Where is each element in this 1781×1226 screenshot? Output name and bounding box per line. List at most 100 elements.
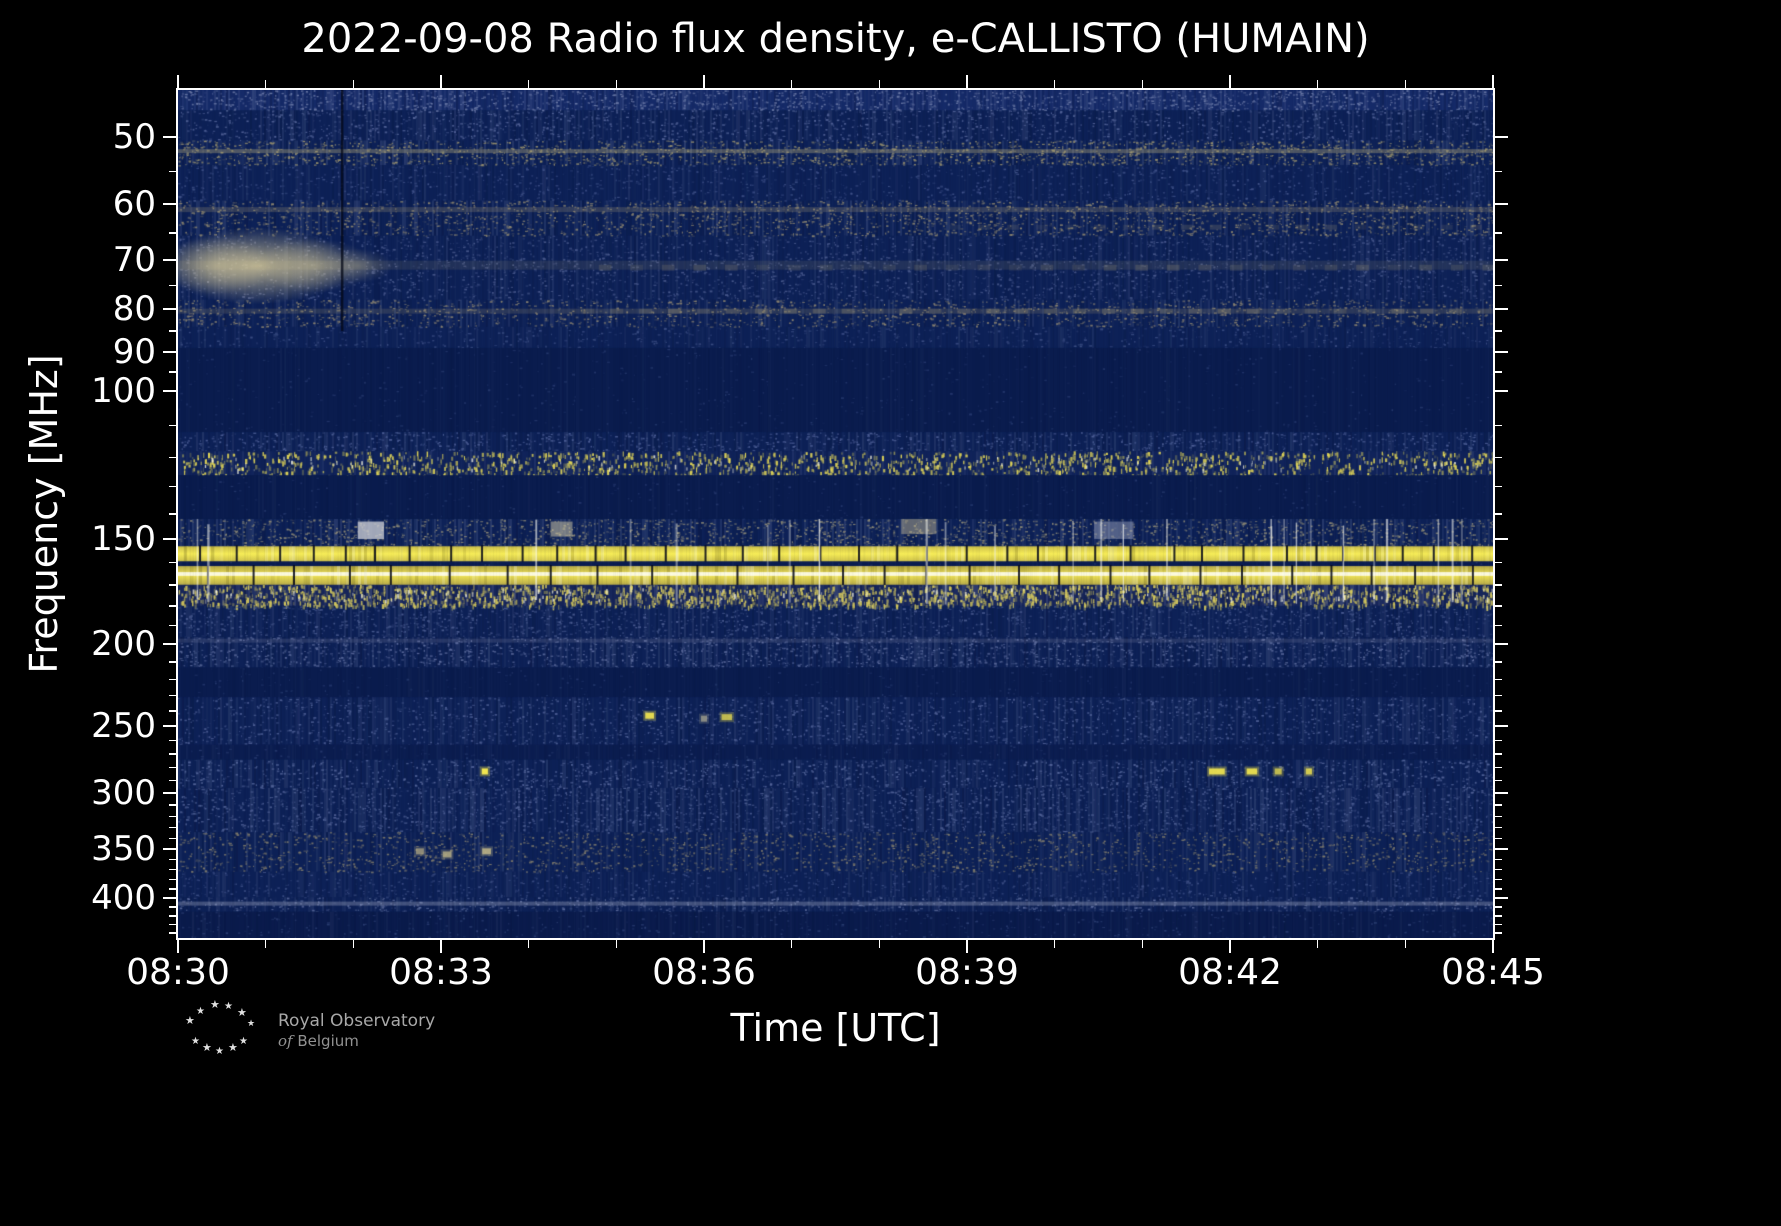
tick-mark (169, 888, 176, 890)
tick-mark (1053, 940, 1056, 948)
tick-mark (169, 710, 176, 712)
tick-mark (177, 940, 179, 953)
tick-mark (169, 837, 176, 840)
tick-mark (1495, 307, 1508, 310)
tick-mark (440, 940, 442, 953)
tick-mark (1495, 202, 1508, 205)
x-tick-label: 08:36 (652, 952, 756, 993)
tick-mark (1495, 906, 1502, 908)
tick-mark (790, 80, 793, 88)
tick-mark (1495, 766, 1502, 769)
tick-mark (169, 868, 176, 871)
star-icon: ★ (215, 1046, 224, 1057)
tick-mark (163, 258, 176, 261)
rob-logo-text: Royal Observatory of Belgium (278, 1010, 435, 1052)
tick-mark (1495, 923, 1502, 926)
tick-mark (169, 815, 176, 818)
tick-mark (1495, 739, 1502, 742)
tick-mark (1495, 815, 1502, 818)
tick-mark (169, 661, 176, 663)
y-tick-label: 60 (112, 183, 156, 224)
tick-mark (1495, 868, 1502, 871)
tick-mark (1495, 513, 1502, 515)
x-tick-label: 08:39 (915, 952, 1019, 993)
tick-mark (615, 940, 618, 948)
tick-mark (1495, 284, 1502, 286)
y-tick-label: 80 (112, 288, 156, 329)
star-icon: ★ (202, 1041, 212, 1054)
tick-mark (1495, 710, 1502, 712)
tick-mark (1495, 584, 1502, 586)
tick-mark (169, 371, 176, 373)
tick-mark (1495, 643, 1508, 646)
tick-mark (169, 232, 176, 234)
x-tick-label: 08:45 (1441, 952, 1545, 993)
tick-mark (169, 923, 176, 926)
tick-mark (1495, 456, 1502, 459)
tick-mark (1495, 661, 1502, 663)
tick-mark (169, 858, 176, 861)
tick-mark (169, 753, 176, 755)
tick-mark (1495, 725, 1508, 728)
tick-mark (169, 739, 176, 742)
tick-mark (163, 135, 176, 138)
tick-mark (1495, 837, 1502, 840)
tick-mark (1495, 858, 1502, 861)
tick-mark (1495, 897, 1508, 900)
tick-mark (163, 538, 176, 541)
tick-mark (1053, 80, 1056, 88)
tick-mark (1495, 371, 1502, 373)
tick-mark (163, 202, 176, 205)
logo-line2: of Belgium (278, 1032, 359, 1051)
rob-logo: ★ ★ ★ ★ ★ ★ ★ ★ ★ ★ ★ Royal Observatory … (180, 1000, 435, 1058)
tick-mark (1495, 330, 1502, 332)
spectrogram-canvas (178, 90, 1493, 938)
tick-mark (1495, 389, 1508, 392)
x-tick-label: 08:42 (1178, 952, 1282, 993)
star-icon: ★ (210, 1000, 220, 1011)
tick-mark (352, 940, 355, 948)
star-icon: ★ (228, 1041, 238, 1054)
tick-mark (1404, 940, 1407, 948)
tick-mark (878, 940, 881, 948)
tick-mark (1229, 75, 1231, 88)
tick-mark (163, 791, 176, 794)
tick-mark (1495, 232, 1502, 234)
star-icon: ★ (239, 1036, 248, 1047)
tick-mark (878, 80, 881, 88)
tick-mark (1495, 351, 1508, 353)
tick-mark (1495, 753, 1502, 755)
star-icon: ★ (185, 1014, 195, 1027)
tick-mark (163, 389, 176, 392)
x-tick-label: 08:33 (389, 952, 493, 993)
rob-logo-stars: ★ ★ ★ ★ ★ ★ ★ ★ ★ ★ ★ (185, 1000, 255, 1057)
tick-mark (1316, 80, 1319, 88)
tick-mark (169, 678, 176, 680)
y-tick-label: 70 (112, 239, 156, 280)
y-tick-label: 250 (91, 706, 156, 747)
tick-mark (163, 725, 176, 728)
tick-mark (1495, 624, 1502, 627)
tick-mark (1495, 135, 1508, 138)
tick-mark (1495, 932, 1502, 934)
tick-mark (1495, 888, 1502, 890)
y-axis-label: Frequency [MHz] (22, 354, 66, 674)
tick-mark (1495, 258, 1508, 261)
star-icon: ★ (224, 1001, 233, 1012)
tick-mark (169, 906, 176, 908)
tick-mark (703, 75, 705, 88)
y-tick-label: 50 (112, 116, 156, 157)
logo-line1: Royal Observatory (278, 1011, 436, 1031)
tick-mark (966, 75, 968, 88)
tick-mark (163, 897, 176, 900)
star-icon: ★ (191, 1036, 200, 1047)
tick-mark (1495, 915, 1502, 917)
x-tick-label: 08:30 (126, 952, 230, 993)
x-axis-label: Time [UTC] (730, 1006, 941, 1050)
tick-mark (352, 80, 355, 88)
tick-mark (1404, 80, 1407, 88)
tick-mark (169, 878, 176, 881)
tick-mark (169, 605, 176, 607)
tick-mark (169, 424, 176, 427)
